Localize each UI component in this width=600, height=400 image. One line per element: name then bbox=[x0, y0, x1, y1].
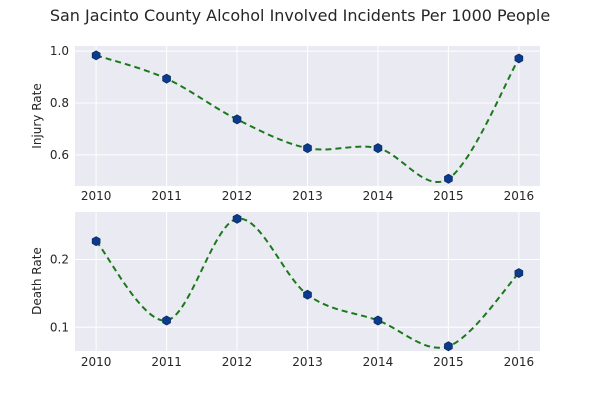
injury-data-point-2010 bbox=[91, 50, 101, 61]
death-x-tick-label: 2010 bbox=[81, 355, 112, 369]
injury-x-tick-label: 2012 bbox=[222, 189, 253, 203]
injury-x-tick-label: 2015 bbox=[433, 189, 464, 203]
death-x-tick-label: 2016 bbox=[504, 355, 535, 369]
death-x-tick-label: 2015 bbox=[433, 355, 464, 369]
injury-x-tick-label: 2010 bbox=[81, 189, 112, 203]
death-markers bbox=[91, 213, 524, 352]
death-y-axis-label: Death Rate bbox=[30, 247, 44, 315]
chart-title: San Jacinto County Alcohol Involved Inci… bbox=[50, 6, 550, 25]
injury-markers bbox=[91, 50, 524, 184]
injury-y-ticks: 0.6 0.8 1.0 bbox=[50, 44, 69, 162]
injury-x-tick-label: 2011 bbox=[151, 189, 182, 203]
injury-x-tick-label: 2013 bbox=[292, 189, 323, 203]
death-y-tick-label: 0.1 bbox=[50, 320, 69, 334]
injury-x-tick-label: 2016 bbox=[504, 189, 535, 203]
injury-y-tick-label: 1.0 bbox=[50, 44, 69, 58]
injury-data-point-2015 bbox=[444, 173, 453, 184]
injury-data-point-2012 bbox=[232, 114, 242, 125]
death-x-tick-label: 2013 bbox=[292, 355, 323, 369]
injury-y-tick-label: 0.6 bbox=[50, 148, 69, 162]
injury-y-tick-label: 0.8 bbox=[50, 96, 69, 110]
death-x-tick-label: 2014 bbox=[363, 355, 394, 369]
death-rate-panel: 2010 2011 2012 2013 2014 2015 2016 0.1 0.2 Deat… bbox=[30, 212, 540, 369]
death-data-point-2010 bbox=[91, 236, 101, 247]
death-y-tick-label: 0.2 bbox=[50, 252, 69, 266]
death-data-point-2012 bbox=[232, 213, 242, 224]
death-data-point-2011 bbox=[162, 315, 171, 326]
death-x-tick-label: 2011 bbox=[151, 355, 182, 369]
injury-rate-panel: 2010 2011 2012 2013 2014 2015 2016 0.6 0.8 1.0 I… bbox=[30, 44, 540, 203]
injury-data-point-2011 bbox=[162, 73, 171, 84]
injury-x-ticks: 2010 2011 2012 2013 2014 2015 2016 bbox=[81, 189, 534, 203]
death-y-ticks: 0.1 0.2 bbox=[50, 252, 69, 334]
death-x-ticks: 2010 2011 2012 2013 2014 2015 2016 bbox=[81, 355, 534, 369]
injury-x-tick-label: 2014 bbox=[363, 189, 394, 203]
death-data-point-2015 bbox=[444, 341, 453, 352]
injury-data-point-2013 bbox=[303, 143, 312, 154]
death-grid bbox=[75, 212, 540, 351]
death-data-point-2014 bbox=[373, 315, 383, 326]
death-x-tick-label: 2012 bbox=[222, 355, 253, 369]
injury-data-point-2014 bbox=[373, 143, 383, 154]
death-data-point-2013 bbox=[303, 289, 312, 300]
injury-data-point-2016 bbox=[514, 53, 524, 64]
death-data-point-2016 bbox=[514, 268, 524, 278]
injury-y-axis-label: Injury Rate bbox=[30, 83, 44, 148]
